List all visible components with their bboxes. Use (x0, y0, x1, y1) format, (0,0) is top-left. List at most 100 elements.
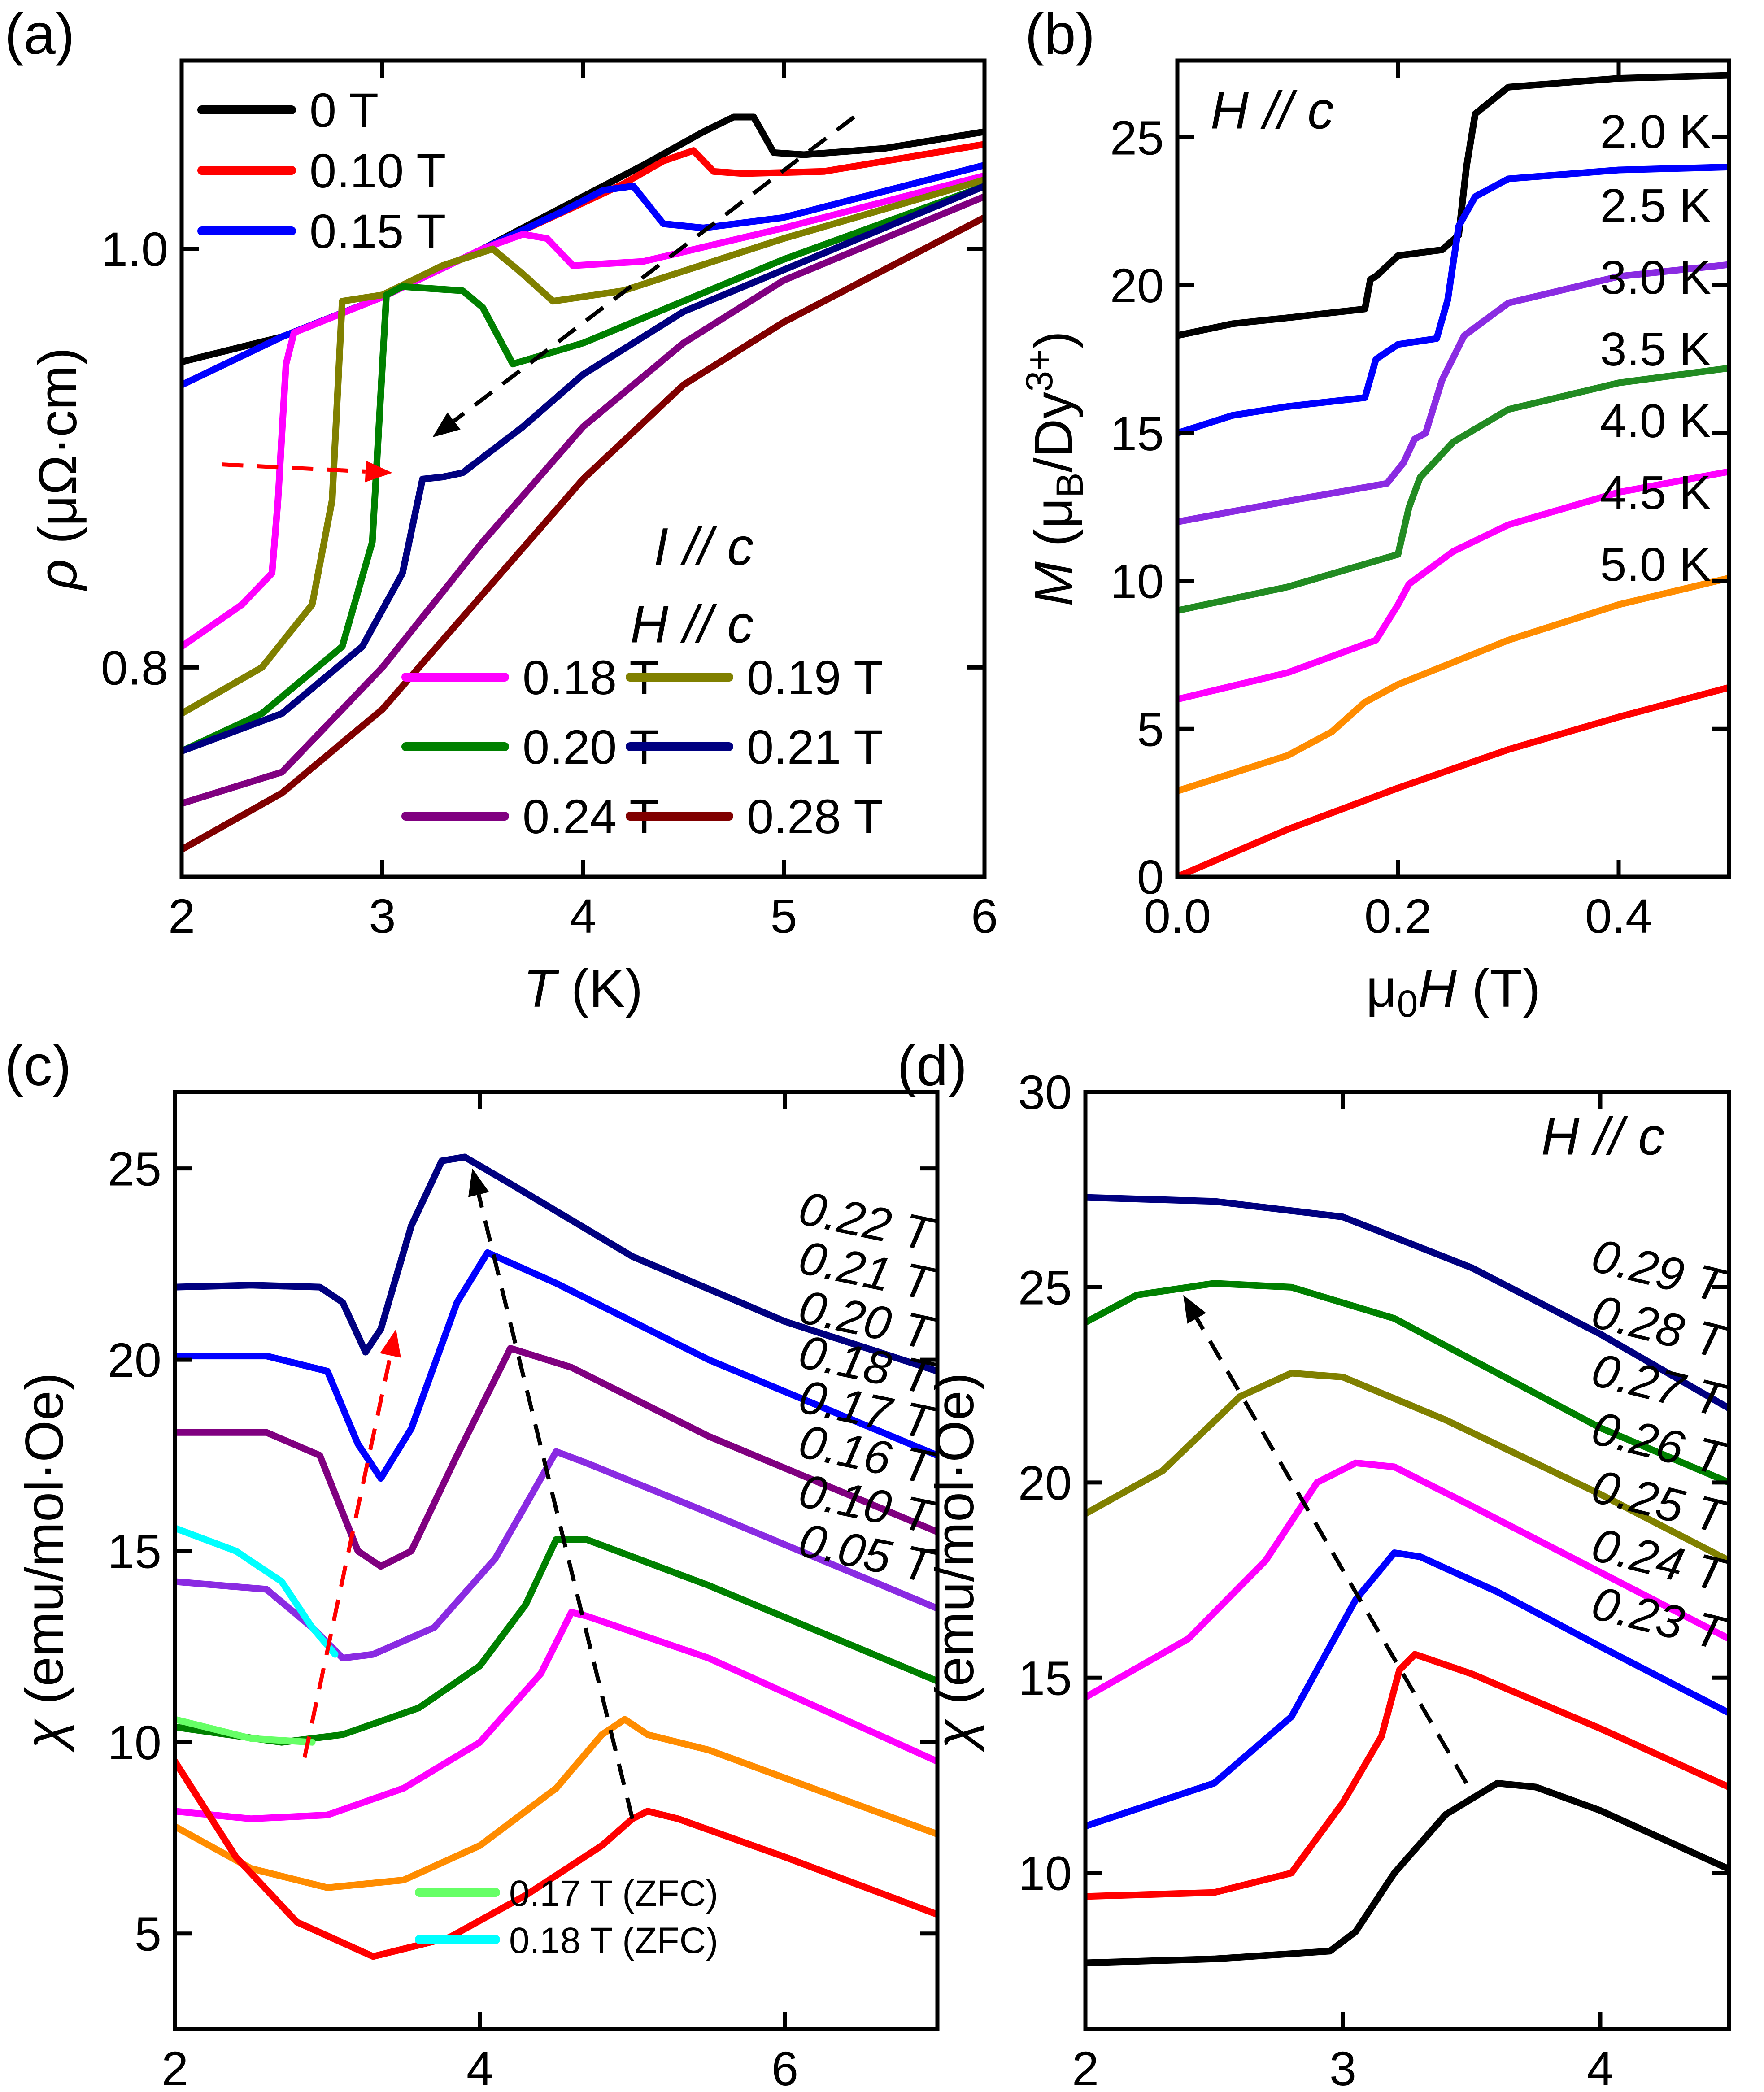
y-tick-label: 5 (1137, 702, 1164, 756)
y-tick-label: 25 (1018, 1260, 1072, 1314)
series-line-0-17-t (175, 1536, 937, 1746)
x-tick-label: 3 (369, 889, 396, 943)
series-line-0-24-t (1085, 1651, 1729, 1900)
x-tick-label: 4 (1587, 2041, 1614, 2092)
axis-var: H (1418, 958, 1457, 1018)
axis-unit: (emu/mol·Oe) (925, 1373, 985, 1719)
axis-unit: /Dy (1024, 392, 1084, 473)
legend-label-0-t: 0 T (309, 83, 379, 137)
series-line-4-0-k (1177, 468, 1729, 703)
series-line-0-10-t (175, 1716, 937, 1891)
series-line-4-5-k (1177, 574, 1729, 795)
axis-var: χ (14, 1718, 74, 1753)
legend-label-0-10-t: 0.10 T (309, 144, 446, 198)
y-tick-label: 25 (108, 1142, 161, 1196)
series-line-3-0-k (1177, 261, 1729, 526)
annotation-axis: c (727, 518, 754, 577)
guide-arrow-1-arrowhead (380, 1329, 401, 1358)
axis-var: χ (925, 1718, 985, 1753)
x-tick-label: 5 (770, 889, 797, 943)
guide-arrow-0-line (453, 115, 855, 423)
legend-label-0-21-t: 0.21 T (747, 720, 883, 774)
series-line-0-28-t (182, 214, 984, 853)
y-tick-label: 15 (108, 1524, 161, 1579)
curve-label-5-0-k: 5.0 K (1600, 538, 1711, 591)
y-tick-label: 10 (108, 1715, 161, 1770)
legend-label-0-28-t: 0.28 T (747, 789, 883, 844)
y-tick-label: 20 (1018, 1456, 1072, 1510)
panel-d: 2341015202530T (K)χ (emu/mol·Oe)(d)H // … (897, 1034, 1734, 2092)
y-tick-label: 15 (1110, 406, 1164, 461)
panel-c: 246510152025T (K)χ (emu/mol·Oe)(c)0.22 T… (4, 1034, 941, 2092)
series-line-2-0-k (1177, 72, 1729, 339)
axis-unit: ) (1024, 331, 1084, 349)
y-axis-label: ρ (μΩ·cm) (28, 348, 88, 592)
annotation-i-c: I // c (653, 518, 754, 577)
curve-label-2-0-k: 2.0 K (1600, 105, 1711, 158)
legend-label-0-19-t: 0.19 T (747, 650, 883, 705)
axis-var: T (523, 958, 560, 1018)
x-axis-label: μ0H (T) (1366, 958, 1540, 1025)
series-line-3-5-k (1177, 365, 1729, 614)
y-axis-label: χ (emu/mol·Oe) (14, 1373, 74, 1753)
axis-var: M (1024, 561, 1084, 606)
annotation-axis: c (1307, 81, 1334, 140)
annotation-sep: // (1579, 1107, 1638, 1166)
annotation-h-c: H // c (1541, 1107, 1664, 1166)
axis-unit-sup: 3+ (1018, 349, 1060, 392)
legend-bottom-right: 0.18 T 0.19 T0.20 T 0.21 T0.24 T 0.28 T (401, 650, 883, 844)
guide-arrow-0-arrowhead (468, 1168, 489, 1197)
x-tick-label: 0.2 (1364, 889, 1432, 943)
axis-unit: (K) (556, 958, 643, 1018)
series-line-0-27-t (1085, 1370, 1729, 1564)
series-layer (182, 113, 984, 853)
series-layer (1085, 1194, 1729, 1966)
axis-unit: (μ (1024, 498, 1084, 561)
annotation-var: H (630, 595, 669, 654)
annotation-axis: c (727, 595, 754, 654)
y-tick-label: 30 (1018, 1065, 1072, 1119)
series-line-0-28-t (1085, 1280, 1729, 1486)
y-tick-label: 15 (1018, 1651, 1072, 1705)
y-axis-label: χ (emu/mol·Oe) (925, 1373, 985, 1753)
guide-arrow-0-arrowhead (1183, 1295, 1206, 1324)
y-tick-label: 5 (135, 1907, 161, 1961)
axis-unit: (T) (1457, 958, 1541, 1018)
panel-tag: (a) (4, 2, 74, 66)
series-line-0-21-t (182, 183, 984, 755)
axis-var: ρ (28, 559, 88, 592)
series-line-5-0-k (1177, 684, 1729, 877)
guide-arrow-1-line (222, 462, 366, 474)
series-line-0-18-t-zfc (175, 1525, 339, 1658)
series-line-0-20-t (182, 183, 984, 755)
legend-top-left: 0 T 0.10 T 0.15 T (197, 83, 446, 258)
y-tick-label: 1.0 (101, 222, 168, 276)
series-layer (1177, 72, 1729, 877)
x-tick-label: 2 (1072, 2041, 1099, 2092)
y-tick-label: 0 (1137, 850, 1164, 904)
guide-arrow-0-line (1195, 1317, 1468, 1784)
series-line-0-15-t (182, 161, 984, 388)
axis-var-sub: 0 (1397, 983, 1418, 1025)
series-line-0-19-t (182, 176, 984, 717)
annotation-h-c: H // c (1211, 81, 1334, 140)
annotation-axis: c (1638, 1107, 1665, 1166)
series-line-0-05-t (175, 1758, 937, 1960)
x-tick-label: 2 (161, 2041, 188, 2092)
series-line-0-17-t-zfc (175, 1716, 316, 1746)
annotation-var: H (1211, 81, 1249, 140)
series-line-0-25-t (1085, 1549, 1729, 1830)
series-line-0-26-t (1085, 1459, 1729, 1701)
series-line-2-5-k (1177, 163, 1729, 437)
guide-arrow-0-arrowhead (432, 412, 461, 437)
annotation-sep: // (668, 595, 727, 654)
x-tick-label: 3 (1329, 2041, 1356, 2092)
curve-label-3-0-k: 3.0 K (1600, 251, 1711, 304)
legend-label-0-17-t-zfc: 0.17 T (ZFC) (509, 1873, 718, 1914)
annotation-var: H (1541, 1107, 1580, 1166)
series-line-0-24-t (182, 193, 984, 807)
curve-label-3-5-k: 3.5 K (1600, 323, 1711, 376)
y-tick-label: 20 (108, 1333, 161, 1387)
